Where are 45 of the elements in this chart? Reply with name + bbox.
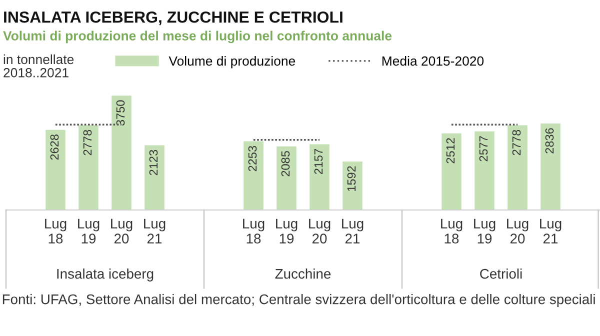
data-label: 3750 [116,100,125,126]
data-label: 2253 [248,146,257,172]
x-tick-label: Lug 20 [507,218,528,244]
x-tick-label: Lug 21 [144,218,166,244]
x-tick-label: Lug 19 [276,218,298,244]
chart-title: INSALATA ICEBERG, ZUCCHINE E CETRIOLI [4,11,342,26]
x-tick-label: Lug 19 [474,218,496,244]
data-label: 2778 [512,130,521,156]
x-tick-label: Lug 18 [45,218,66,244]
data-label: 2778 [83,130,92,156]
x-tick-label: Lug 20 [309,218,330,244]
text: Zucchine [275,268,331,279]
text: Insalata iceberg [57,268,154,282]
data-label: 2123 [149,150,158,176]
x-tick-label: Lug 19 [78,218,100,244]
legend-label: Media 2015-2020 [382,56,484,66]
bar [144,145,164,210]
text: Cetrioli [480,268,522,279]
bar [78,125,98,210]
data-label: 2157 [314,148,323,174]
data-label: 2836 [545,128,554,154]
x-tick-label: Lug 18 [243,218,264,244]
legend-label: Volume di produzione [168,56,296,68]
data-label: 2085 [281,151,290,176]
bar [342,161,362,210]
y-axis-title: in tonnellate 2018..2021 [4,54,74,78]
data-label: 2628 [50,134,59,160]
data-label: 2577 [479,136,488,162]
x-tick-label: Lug 21 [540,218,562,244]
bar [244,141,264,210]
bar [46,130,66,210]
bar [540,124,560,210]
data-label: 1592 [347,166,356,191]
data-label: 2512 [446,138,455,164]
x-tick-label: Lug 20 [111,218,132,244]
x-tick-label: Lug 21 [342,218,364,244]
bar [276,146,296,210]
chart-subtitle: Volumi di produzione del mese di luglio nel confronto annuale [3,30,392,44]
text: Fonti: UFAG, Settore Analisi del mercato; Centrale svizzera dell'orticoltura e delle colture speciali [2,294,595,307]
x-tick-label: Lug 18 [441,218,462,244]
bar [474,131,494,210]
bar [442,133,462,210]
bar [112,96,132,210]
bar [310,144,330,210]
bar [508,125,528,210]
